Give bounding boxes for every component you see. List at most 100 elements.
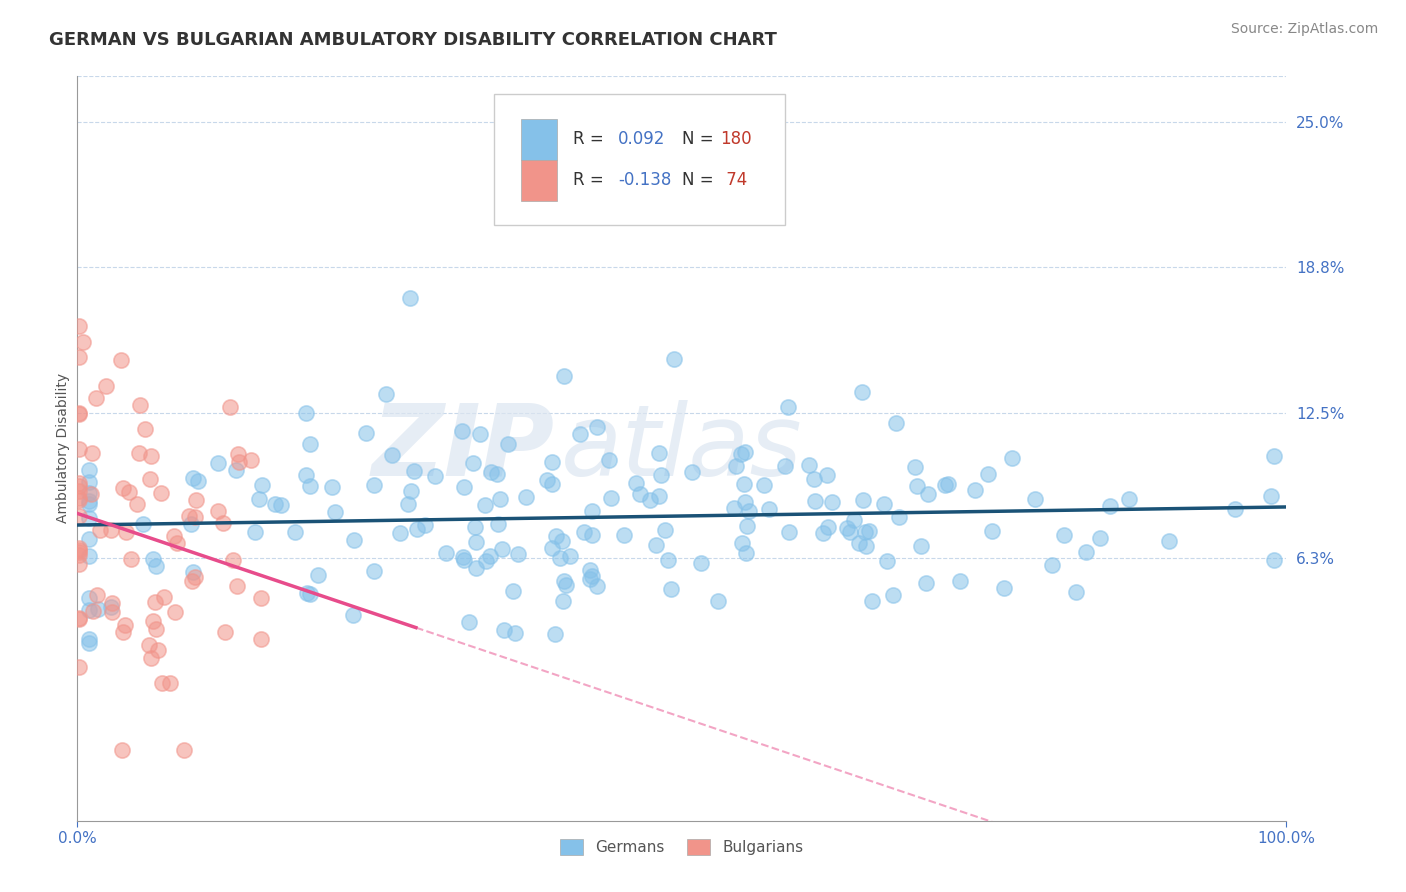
Point: [114, 618, 136, 632]
Point: [690, 556, 713, 570]
Point: [295, 586, 318, 600]
Point: [247, 492, 270, 507]
Point: [145, 622, 167, 636]
Point: [1099, 499, 1122, 513]
Point: [778, 401, 800, 415]
Point: [461, 456, 484, 470]
Point: [659, 582, 682, 596]
FancyBboxPatch shape: [522, 119, 557, 160]
Point: [876, 553, 898, 567]
Point: [110, 353, 132, 368]
Point: [243, 524, 266, 539]
Point: [181, 574, 204, 588]
Point: [540, 541, 562, 555]
Point: [207, 503, 229, 517]
Point: [163, 528, 186, 542]
Point: [758, 501, 780, 516]
Point: [173, 742, 195, 756]
Point: [374, 387, 396, 401]
Point: [543, 626, 565, 640]
Point: [434, 546, 457, 560]
Point: [79, 486, 101, 500]
Point: [581, 527, 603, 541]
Point: [125, 497, 148, 511]
Point: [180, 516, 202, 531]
Point: [207, 456, 229, 470]
Text: N =: N =: [682, 171, 713, 189]
Text: -0.138: -0.138: [617, 171, 671, 189]
Point: [638, 492, 661, 507]
Point: [558, 549, 581, 563]
Point: [363, 564, 385, 578]
Point: [79, 497, 101, 511]
Point: [600, 491, 623, 505]
FancyBboxPatch shape: [522, 160, 557, 201]
Point: [128, 446, 150, 460]
Point: [506, 547, 529, 561]
Point: [754, 478, 776, 492]
Point: [240, 453, 263, 467]
Point: [479, 549, 502, 563]
Point: [132, 516, 155, 531]
Point: [536, 473, 558, 487]
Point: [662, 351, 685, 366]
Point: [67, 542, 90, 557]
Point: [817, 519, 839, 533]
Point: [1001, 451, 1024, 466]
Point: [67, 475, 90, 490]
Text: 180: 180: [721, 130, 752, 148]
Legend: Germans, Bulgarians: Germans, Bulgarians: [554, 833, 810, 862]
Point: [550, 533, 572, 548]
Point: [159, 676, 181, 690]
Point: [644, 539, 666, 553]
Point: [821, 494, 844, 508]
Point: [453, 553, 475, 567]
Text: GERMAN VS BULGARIAN AMBULATORY DISABILITY CORRELATION CHART: GERMAN VS BULGARIAN AMBULATORY DISABILIT…: [49, 31, 778, 49]
Point: [1263, 450, 1285, 464]
Point: [342, 608, 364, 623]
Point: [453, 481, 475, 495]
Point: [67, 541, 90, 555]
Point: [398, 291, 420, 305]
Point: [723, 501, 745, 516]
Point: [80, 487, 103, 501]
Point: [101, 596, 124, 610]
Point: [72, 334, 94, 349]
Point: [146, 643, 169, 657]
Point: [264, 497, 287, 511]
Point: [298, 479, 321, 493]
Point: [86, 602, 108, 616]
Point: [150, 485, 173, 500]
Point: [479, 465, 502, 479]
Point: [598, 452, 620, 467]
Point: [465, 560, 488, 574]
Point: [219, 400, 242, 414]
Point: [553, 574, 575, 588]
Point: [67, 493, 90, 508]
Point: [181, 565, 204, 579]
Point: [804, 494, 827, 508]
Point: [67, 407, 90, 421]
Point: [67, 319, 90, 334]
Point: [934, 478, 956, 492]
Point: [166, 536, 188, 550]
Point: [101, 605, 124, 619]
Point: [114, 525, 136, 540]
Point: [228, 447, 250, 461]
Point: [553, 368, 575, 383]
Point: [142, 552, 165, 566]
Point: [475, 554, 498, 568]
Point: [464, 520, 486, 534]
Point: [851, 385, 873, 400]
Point: [94, 379, 117, 393]
Point: [1263, 553, 1285, 567]
Point: [731, 535, 754, 549]
Point: [321, 480, 343, 494]
Point: [298, 437, 321, 451]
Point: [67, 509, 90, 524]
Point: [79, 591, 101, 606]
Point: [67, 491, 90, 505]
Text: 0.092: 0.092: [617, 130, 665, 148]
Point: [1064, 584, 1087, 599]
Point: [917, 487, 939, 501]
